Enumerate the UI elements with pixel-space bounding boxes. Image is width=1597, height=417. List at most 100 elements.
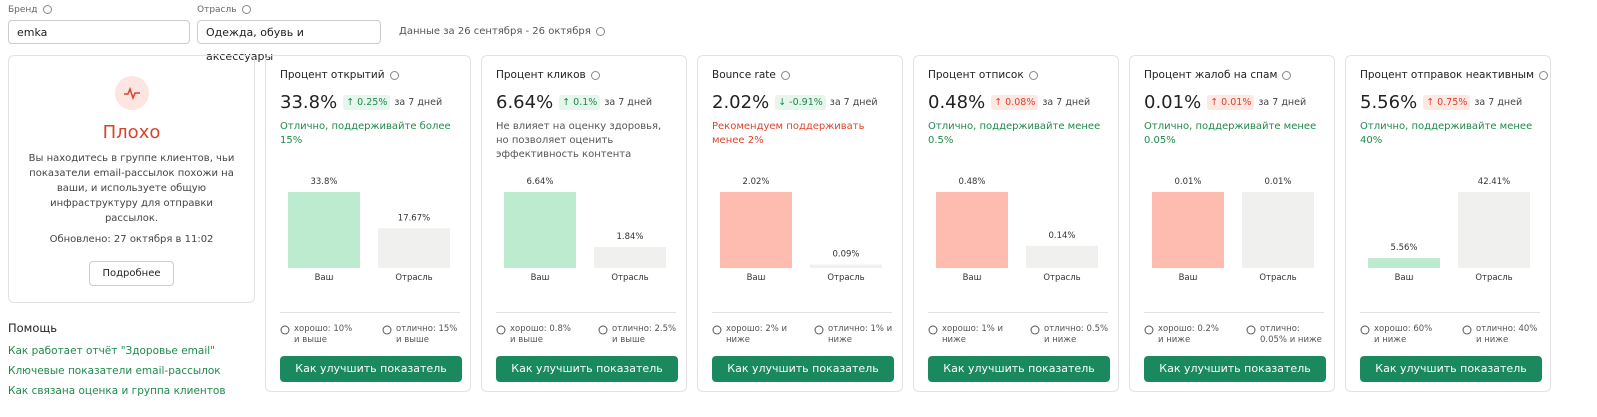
bar (288, 192, 360, 268)
improve-button[interactable]: Как улучшить показатель (496, 356, 678, 382)
bar (1152, 192, 1224, 268)
threshold-icon (280, 325, 290, 335)
threshold: отлично: 40% и ниже (1462, 324, 1552, 346)
threshold: хорошо: 1% и ниже (928, 324, 1018, 346)
improve-button[interactable]: Как улучшить показатель (1360, 356, 1542, 382)
metric-value-row: 33.8% ↑ 0.25% за 7 дней (280, 92, 442, 113)
bar-value-label: 5.56% (1390, 243, 1417, 253)
bar-value-label: 42.41% (1478, 177, 1510, 187)
icon-circle (1360, 325, 1370, 335)
threshold-text: отлично: 1% и ниже (828, 324, 893, 345)
threshold-text: отлично: 2.5% и выше (612, 324, 677, 345)
bar (810, 264, 882, 268)
icon-circle (598, 325, 608, 335)
threshold-text: отлично: 0.5% и ниже (1044, 324, 1109, 345)
improve-button[interactable]: Как улучшить показатель (928, 356, 1110, 382)
metric-change: ↑ 0.1% (559, 95, 601, 110)
metric-change-period: за 7 дней (604, 97, 653, 108)
status-icon (114, 76, 149, 110)
threshold-text: отлично: 0.05% и ниже (1260, 324, 1322, 345)
brand-select[interactable]: emka (8, 20, 190, 44)
threshold-text: отлично: 40% и ниже (1476, 324, 1538, 345)
bar-category-label: Отрасль (1259, 273, 1296, 283)
divider (496, 312, 676, 313)
icon-circle (1246, 325, 1256, 335)
metric-value-row: 5.56% ↑ 0.75% за 7 дней (1360, 92, 1522, 113)
help-link[interactable]: Ключевые показатели email-рассылок (8, 365, 221, 377)
divider (280, 312, 460, 313)
bar-category-label: Ваш (315, 273, 334, 283)
metric-value: 33.8% (280, 92, 338, 113)
bar-category-label: Отрасль (1475, 273, 1512, 283)
bar-value-label: 1.84% (616, 232, 643, 242)
metric-change-period: за 7 дней (1474, 97, 1523, 108)
threshold: хорошо: 0.2% и ниже (1144, 324, 1234, 346)
metric-title-wrap: Процент кликов (496, 69, 600, 81)
threshold-icon (814, 325, 824, 335)
help-icon (1282, 70, 1292, 80)
bar-value-label: 0.01% (1174, 177, 1201, 187)
threshold: хорошо: 2% и ниже (712, 324, 802, 346)
threshold-text: хорошо: 2% и ниже (726, 324, 788, 345)
icon-circle (1144, 325, 1154, 335)
threshold-text: хорошо: 1% и ниже (942, 324, 1004, 345)
divider (928, 312, 1108, 313)
metric-title: Bounce rate (712, 69, 776, 81)
bar (1368, 258, 1440, 268)
metric-change-period: за 7 дней (1258, 97, 1307, 108)
metric-change: ↑ 0.75% (1423, 95, 1471, 110)
threshold: отлично: 2.5% и выше (598, 324, 688, 346)
bar-value-label: 33.8% (310, 177, 337, 187)
metric-title: Процент кликов (496, 69, 586, 81)
industry-select[interactable]: Одежда, обувь и аксессуары (197, 20, 381, 63)
metric-title: Процент отписок (928, 69, 1024, 81)
improve-button[interactable]: Как улучшить показатель (1144, 356, 1326, 382)
divider (1360, 312, 1540, 313)
threshold: отлично: 0.5% и ниже (1030, 324, 1120, 346)
threshold: хорошо: 10% и выше (280, 324, 370, 346)
improve-button[interactable]: Как улучшить показатель (712, 356, 894, 382)
bar-category-label: Ваш (747, 273, 766, 283)
icon-circle (382, 325, 392, 335)
help-link[interactable]: Как работает отчёт "Здоровье email" (8, 345, 215, 357)
threshold: хорошо: 60% и ниже (1360, 324, 1450, 346)
period: Данные за 26 сентября - 26 октября (399, 26, 591, 37)
bar (504, 192, 576, 268)
threshold-icon (712, 325, 722, 335)
metric-card: Процент отписок 0.48% ↑ 0.08% за 7 дней Отли… (913, 55, 1119, 392)
help-icon (389, 70, 399, 80)
bar-value-label: 2.02% (742, 177, 769, 187)
bar-chart: 5.56% Ваш 42.41% Отрасль (1368, 177, 1530, 283)
icon-circle (814, 325, 824, 335)
metric-note: Отлично, поддерживайте менее 0.05% (1144, 121, 1317, 146)
bar-chart: 33.8% Ваш 17.67% Отрасль (288, 177, 450, 283)
threshold-icon (1360, 325, 1370, 335)
status-description: Вы находитесь в группе клиентов, чьи пок… (28, 153, 235, 224)
divider (1144, 312, 1324, 313)
status-button[interactable]: Подробнее (89, 261, 174, 286)
threshold-text: хорошо: 10% и выше (294, 324, 353, 345)
metric-note: Не влияет на оценку здоровья, но позволя… (496, 121, 662, 160)
bar-category-label: Отрасль (611, 273, 648, 283)
metric-title-wrap: Bounce rate (712, 69, 790, 81)
bar-category-label: Отрасль (827, 273, 864, 283)
threshold-icon (496, 325, 506, 335)
threshold-icon (1144, 325, 1154, 335)
help-icon (590, 70, 600, 80)
industry-label: Отрасль (197, 5, 251, 15)
icon-circle (712, 325, 722, 335)
improve-button[interactable]: Как улучшить показатель (280, 356, 462, 382)
metric-change: ↑ 0.25% (343, 95, 391, 110)
help: Помощь Как работает отчёт "Здоровье email… (8, 321, 258, 405)
metric-change-period: за 7 дней (829, 97, 878, 108)
icon-circle (280, 325, 290, 335)
metric-title-wrap: Процент отправок неактивным (1360, 69, 1549, 81)
help-link[interactable]: Как связана оценка и группа клиентов (8, 385, 226, 397)
bar (378, 228, 450, 268)
threshold: отлично: 15% и выше (382, 324, 472, 346)
metric-change-period: за 7 дней (1042, 97, 1091, 108)
metric-note: Отлично, поддерживайте более 15% (280, 121, 451, 146)
metric-note: Отлично, поддерживайте менее 40% (1360, 121, 1533, 146)
bar-category-label: Отрасль (1043, 273, 1080, 283)
